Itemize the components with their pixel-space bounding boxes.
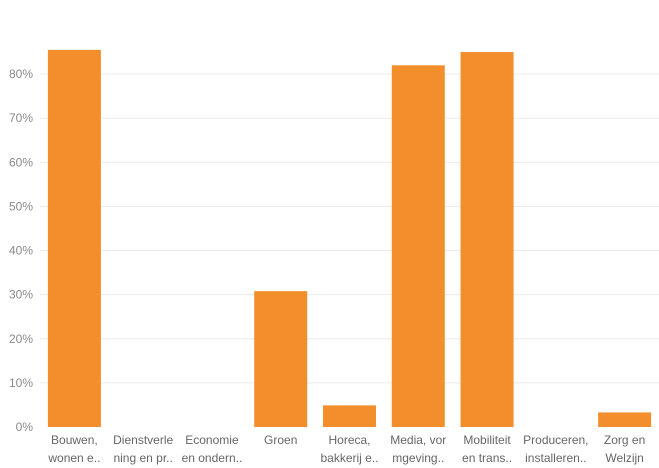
bar — [47, 49, 101, 427]
y-axis-ticks: 0% 10% 20% 30% 40% 50% 60% 70% 80% — [9, 67, 33, 434]
y-tick-label: 60% — [9, 155, 33, 169]
x-axis-category-labels: Bouwen, wonen e.. Dienstverle ning en pr.. E… — [47, 433, 645, 465]
bar — [323, 405, 376, 427]
bar — [598, 412, 652, 427]
x-category-label: Bouwen, wonen e.. — [47, 433, 100, 465]
bar — [254, 291, 308, 427]
y-tick-label: 10% — [9, 376, 33, 390]
y-tick-label: 20% — [9, 332, 33, 346]
bars — [47, 49, 652, 428]
bar — [391, 65, 445, 428]
x-category-label: Economie en ondern.. — [182, 433, 243, 465]
x-category-label: Zorg en Welzijn — [604, 433, 645, 465]
x-category-label: Media, vor mgeving.. — [390, 433, 446, 465]
y-tick-label: 80% — [9, 67, 33, 81]
x-category-label: Dienstverle ning en pr.. — [113, 433, 173, 465]
x-category-label: Produceren, installeren.. — [523, 433, 588, 465]
x-category-label: Mobiliteit en trans.. — [462, 433, 512, 465]
y-tick-label: 50% — [9, 199, 33, 213]
gridlines — [40, 73, 659, 384]
y-tick-label: 70% — [9, 111, 33, 125]
bar — [460, 52, 514, 428]
x-category-label: Horeca, bakkerij e.. — [320, 433, 378, 465]
y-tick-label: 0% — [16, 420, 34, 434]
x-category-label: Groen — [264, 433, 297, 447]
y-tick-label: 40% — [9, 244, 33, 258]
y-tick-label: 30% — [9, 288, 33, 302]
